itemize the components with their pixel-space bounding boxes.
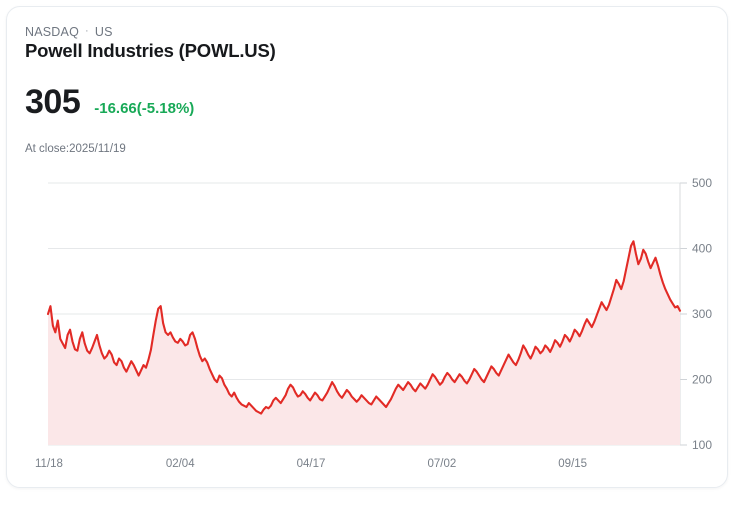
- price-row: 305 -16.66(-5.18%): [25, 85, 194, 119]
- exchange-region-row: NASDAQ · US: [25, 25, 113, 39]
- price-area-fill: [48, 241, 680, 445]
- price-line: [46, 240, 682, 415]
- x-axis-labels: 11/18 02/04 04/17 07/02 09/15: [35, 458, 587, 470]
- x-axis-label: 09/15: [558, 458, 587, 470]
- y-axis-label: 300: [692, 307, 712, 321]
- price-chart-svg[interactable]: 100 200 300 400 500 11/18 02/04 04/17 07/02 09/1…: [7, 167, 728, 477]
- price-chart[interactable]: 100 200 300 400 500 11/18 02/04 04/17 07/02 09/1…: [7, 167, 728, 477]
- price-change: -16.66(-5.18%): [94, 100, 195, 117]
- y-axis-label: 500: [692, 176, 712, 190]
- page-title: Powell Industries (POWL.US): [25, 40, 276, 61]
- exchange-label: NASDAQ: [25, 25, 79, 39]
- x-axis-label: 11/18: [35, 458, 63, 470]
- y-axis-label: 200: [692, 373, 712, 387]
- y-axis-label: 400: [692, 242, 712, 256]
- current-price: 305: [25, 83, 81, 121]
- x-axis-label: 02/04: [166, 458, 195, 470]
- y-axis-label: 100: [692, 438, 712, 452]
- stock-quote-card: NASDAQ · US Powell Industries (POWL.US) …: [6, 6, 728, 488]
- x-axis-label: 04/17: [297, 458, 326, 470]
- x-axis-label: 07/02: [427, 458, 456, 470]
- separator-dot-icon: ·: [85, 24, 89, 37]
- market-status-note: At close:2025/11/19: [25, 143, 126, 155]
- region-label: US: [94, 25, 113, 39]
- y-axis-labels: 100 200 300 400 500: [692, 176, 712, 452]
